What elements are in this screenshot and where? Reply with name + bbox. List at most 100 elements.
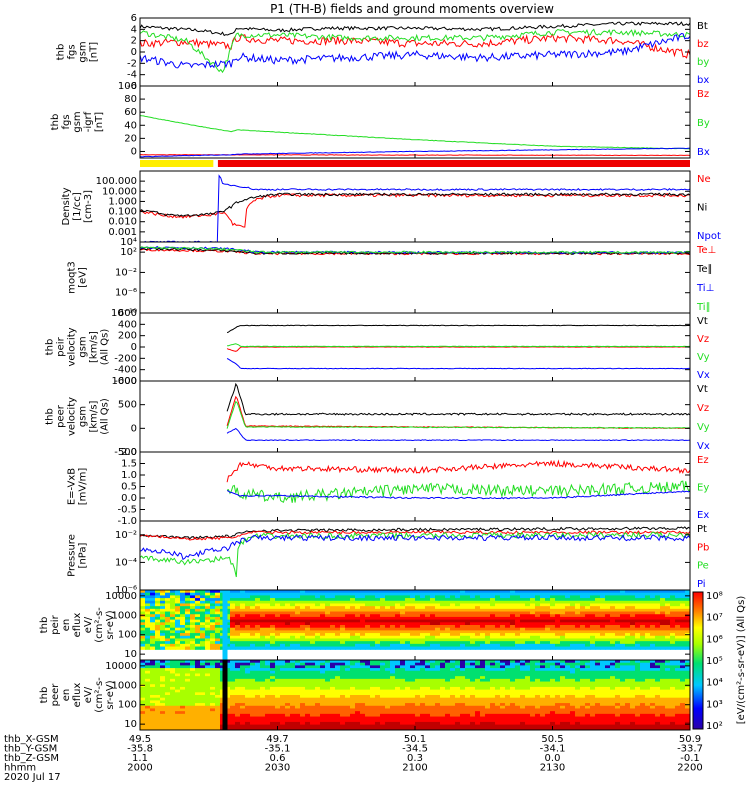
spectrogram-cell	[415, 708, 421, 712]
spectrogram-cell	[450, 673, 456, 677]
spectrogram-cell	[195, 630, 201, 634]
spectrogram-cell	[325, 708, 331, 712]
spectrogram-cell	[570, 681, 576, 685]
spectrogram-cell	[400, 646, 406, 650]
spectrogram-cell	[195, 616, 201, 621]
spectrogram-cell	[160, 724, 166, 728]
spectrogram-cell	[420, 603, 426, 607]
spectrogram-cell	[240, 638, 246, 642]
spectrogram-cell	[370, 625, 376, 629]
spectrogram-cell	[485, 719, 491, 723]
spectrogram-cell	[275, 622, 281, 626]
spectrogram-cell	[370, 678, 376, 683]
spectrogram-cell	[240, 713, 246, 718]
spectrogram-cell	[455, 692, 461, 696]
spectrogram-cell	[465, 619, 471, 623]
spectrogram-cell	[155, 611, 161, 615]
spectrogram-cell	[150, 641, 156, 645]
spectrogram-cell	[345, 590, 351, 594]
legend-bz: bz	[697, 39, 709, 50]
spectrogram-cell	[205, 713, 211, 718]
spectrogram-cell	[665, 646, 671, 650]
spectrogram-cell	[155, 598, 161, 602]
spectrogram-cell	[255, 625, 261, 629]
spectrogram-cell	[280, 716, 286, 720]
spectrogram-cell	[540, 619, 546, 623]
spectrogram-cell	[285, 700, 291, 704]
spectrogram-cell	[405, 603, 411, 607]
spectrogram-cell	[165, 670, 171, 675]
series-line-vz	[226, 346, 690, 352]
spectrogram-cell	[405, 668, 411, 672]
spectrogram-cell	[275, 611, 281, 615]
spectrogram-cell	[180, 727, 186, 730]
spectrogram-cell	[430, 635, 436, 640]
spectrogram-cell	[355, 638, 361, 642]
spectrogram-cell	[505, 619, 511, 623]
spectrogram-cell	[410, 678, 416, 683]
spectrogram-cell	[430, 724, 436, 728]
y-tick-label: -200	[114, 353, 137, 364]
spectrogram-cell	[440, 646, 446, 650]
spectrogram-cell	[405, 670, 411, 675]
spectrogram-cell	[340, 705, 346, 710]
spectrogram-cell	[350, 695, 356, 699]
spectrogram-cell	[415, 684, 421, 688]
spectrogram-cell	[320, 695, 326, 699]
spectrogram-cell	[485, 635, 491, 640]
spectrogram-cell	[535, 692, 541, 696]
spectrogram-cell	[225, 590, 231, 594]
spectrogram-cell	[405, 625, 411, 629]
spectrogram-cell	[195, 689, 201, 693]
spectrogram-cell	[605, 608, 611, 613]
spectrogram-cell	[225, 716, 231, 720]
spectrogram-cell	[630, 608, 636, 613]
spectrogram-cell	[170, 705, 176, 710]
spectrogram-cell	[190, 643, 196, 648]
spectrogram-cell	[590, 635, 596, 640]
spectrogram-cell	[290, 641, 296, 645]
spectrogram-cell	[215, 590, 221, 594]
spectrogram-cell	[560, 721, 566, 726]
spectrogram-cell	[280, 608, 286, 613]
spectrogram-cell	[210, 641, 216, 645]
spectrogram-cell	[535, 616, 541, 621]
spectrogram-cell	[335, 689, 341, 693]
spectrogram-cell	[570, 635, 576, 640]
spectrogram-cell	[545, 686, 551, 691]
spectrogram-cell	[235, 670, 241, 675]
spectrogram-cell	[420, 676, 426, 680]
spectrogram-cell	[510, 643, 516, 648]
spectrogram-cell	[275, 660, 281, 664]
spectrogram-cell	[310, 705, 316, 710]
spectrogram-cell	[620, 625, 626, 629]
spectrogram-cell	[555, 633, 561, 637]
spectrogram-cell	[555, 673, 561, 677]
spectrogram-cell	[655, 635, 661, 640]
spectrogram-cell	[570, 686, 576, 691]
spectrogram-cell	[175, 668, 181, 672]
spectrogram-cell	[290, 681, 296, 685]
spectrogram-cell	[400, 641, 406, 645]
spectrogram-cell	[445, 633, 451, 637]
spectrogram-cell	[505, 611, 511, 615]
spectrogram-cell	[355, 643, 361, 648]
spectrogram-cell	[165, 681, 171, 685]
spectrogram-cell	[230, 641, 236, 645]
spectrogram-cell	[395, 705, 401, 710]
spectrogram-cell	[155, 708, 161, 712]
spectrogram-cell	[425, 695, 431, 699]
spectrogram-cell	[335, 614, 341, 618]
spectrogram-cell	[285, 678, 291, 683]
spectrogram-cell	[490, 662, 496, 666]
spectrogram-cell	[400, 616, 406, 621]
spectrogram-cell	[185, 627, 191, 631]
spectrogram-cell	[310, 627, 316, 631]
spectrogram-cell	[450, 692, 456, 696]
spectrogram-cell	[510, 598, 516, 602]
spectrogram-cell	[200, 711, 206, 715]
spectrogram-cell	[190, 625, 196, 629]
spectrogram-cell	[140, 676, 146, 680]
spectrogram-cell	[170, 625, 176, 629]
spectrogram-cell	[460, 616, 466, 621]
